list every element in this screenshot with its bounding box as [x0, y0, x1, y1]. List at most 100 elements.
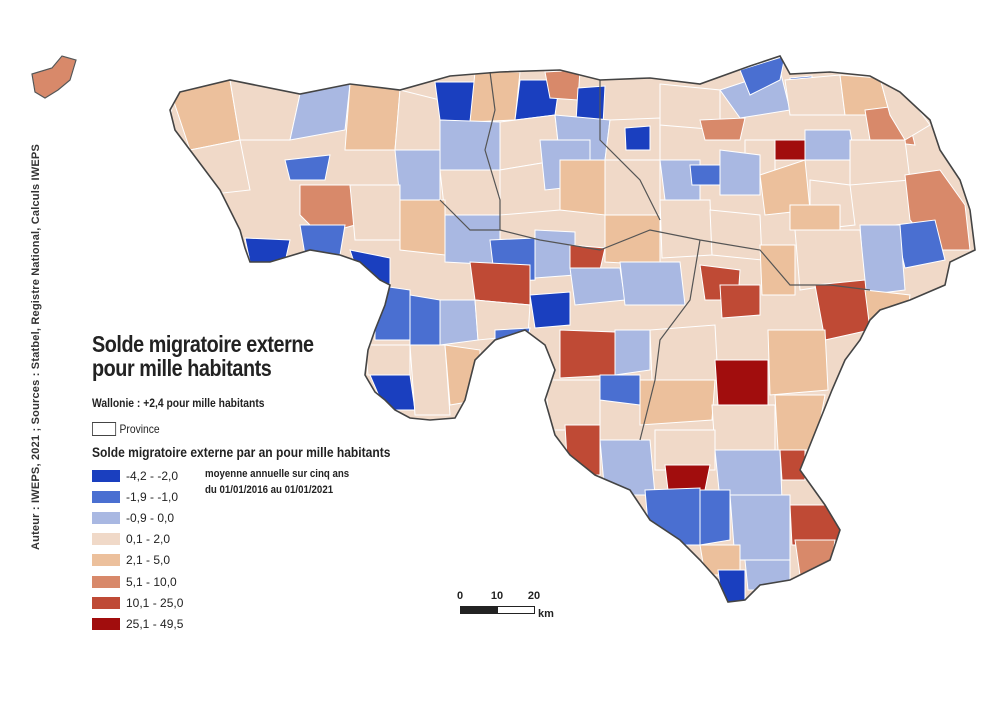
- municipality: [409, 294, 441, 346]
- municipality: [849, 139, 911, 186]
- municipality: [699, 489, 731, 546]
- municipality: [374, 284, 411, 341]
- legend-item: -0,9 - 0,0: [92, 507, 183, 528]
- province-border: [439, 199, 500, 231]
- legend-swatch: [92, 575, 120, 588]
- legend-title: Solde migratoire externe par an pour mil…: [92, 444, 391, 460]
- municipality: [469, 261, 531, 306]
- legend-item: 5,1 - 10,0: [92, 571, 183, 592]
- legend-label: -4,2 - -2,0: [126, 468, 179, 483]
- legend-item: -4,2 - -2,0: [92, 465, 183, 486]
- municipality: [804, 129, 856, 161]
- municipality: [364, 344, 411, 376]
- municipality: [774, 139, 806, 161]
- municipality: [569, 267, 626, 306]
- legend-swatch: [92, 617, 120, 630]
- municipality: [559, 159, 606, 216]
- municipality: [394, 149, 441, 201]
- municipality: [434, 81, 476, 123]
- municipality: [469, 71, 521, 123]
- municipality: [604, 214, 661, 266]
- title-line-1: Solde migratoire externe: [92, 331, 314, 357]
- municipality: [564, 424, 601, 476]
- municipality: [170, 89, 176, 121]
- municipality: [649, 324, 719, 381]
- municipality: [344, 83, 401, 151]
- municipality: [534, 229, 576, 279]
- municipality: [767, 329, 829, 396]
- municipality: [544, 379, 601, 431]
- map-title: Solde migratoire externe pour mille habi…: [92, 332, 314, 380]
- municipality: [604, 159, 661, 216]
- municipality: [170, 79, 241, 151]
- legend-swatch: [92, 469, 120, 482]
- province-borders: [439, 71, 871, 441]
- legend-label: 25,1 - 49,5: [126, 616, 184, 631]
- exclave-comines: [31, 55, 77, 99]
- municipality: [719, 149, 761, 196]
- legend-item: -1,9 - -1,0: [92, 486, 183, 507]
- municipality: [639, 379, 716, 426]
- scale-unit: km: [538, 608, 554, 620]
- municipality: [654, 429, 716, 471]
- legend: -4,2 - -2,0 -1,9 - -1,0 -0,9 - 0,0 0,1 -…: [92, 465, 183, 635]
- legend-label: -0,9 - 0,0: [126, 510, 175, 525]
- title-line-2: pour mille habitants: [92, 355, 272, 381]
- municipality: [399, 199, 446, 256]
- municipality: [719, 284, 761, 319]
- municipality: [709, 209, 763, 261]
- province-border: [599, 80, 661, 221]
- municipality: [599, 439, 656, 496]
- municipality: [779, 449, 806, 481]
- municipality: [711, 404, 776, 451]
- municipalities: [170, 56, 971, 602]
- municipality: [569, 244, 606, 271]
- municipality: [349, 184, 401, 241]
- legend-label: -1,9 - -1,0: [126, 489, 179, 504]
- legend-label: 0,1 - 2,0: [126, 532, 171, 547]
- municipality: [614, 329, 651, 376]
- municipality: [624, 125, 651, 151]
- legend-item: 0,1 - 2,0: [92, 529, 183, 550]
- legend-swatch: [92, 490, 120, 503]
- legend-item: 2,1 - 5,0: [92, 550, 183, 571]
- municipality: [559, 329, 616, 379]
- municipality: [664, 464, 711, 491]
- province-legend-box: [92, 422, 117, 436]
- municipality: [699, 117, 746, 141]
- municipality: [774, 394, 826, 451]
- municipality: [784, 74, 846, 116]
- municipality: [599, 374, 641, 406]
- legend-item: 10,1 - 25,0: [92, 592, 183, 613]
- municipality: [479, 354, 516, 396]
- legend-swatch: [92, 554, 120, 567]
- scale-tick-10: 10: [490, 590, 504, 602]
- municipality: [529, 291, 571, 329]
- legend-swatch: [92, 511, 120, 524]
- period-note-line-2: du 01/01/2016 au 01/01/2021: [205, 484, 334, 496]
- municipality: [744, 559, 791, 591]
- municipality: [714, 359, 769, 406]
- municipality: [619, 261, 686, 306]
- wallonia-average: Wallonie : +2,4 pour mille habitants: [92, 396, 265, 410]
- scale-segment-dark: [460, 606, 498, 614]
- legend-label: 2,1 - 5,0: [126, 553, 171, 568]
- period-note: moyenne annuelle sur cinq ans du 01/01/2…: [205, 466, 349, 498]
- province-border: [484, 71, 501, 230]
- scale-tick-20: 20: [527, 590, 541, 602]
- municipality: [689, 164, 721, 186]
- exclave-comines-border: [31, 55, 77, 99]
- region-outline: [169, 55, 976, 603]
- province-legend-label: Province: [119, 422, 160, 436]
- legend-item: 25,1 - 49,5: [92, 613, 183, 634]
- scale-tick-0: 0: [456, 590, 464, 602]
- municipality: [189, 139, 251, 196]
- municipality: [859, 224, 906, 296]
- municipality: [789, 504, 841, 546]
- municipality: [644, 487, 701, 546]
- legend-swatch: [92, 533, 120, 546]
- municipality: [409, 344, 451, 416]
- municipality: [717, 569, 746, 602]
- scale-segment-light: [497, 606, 535, 614]
